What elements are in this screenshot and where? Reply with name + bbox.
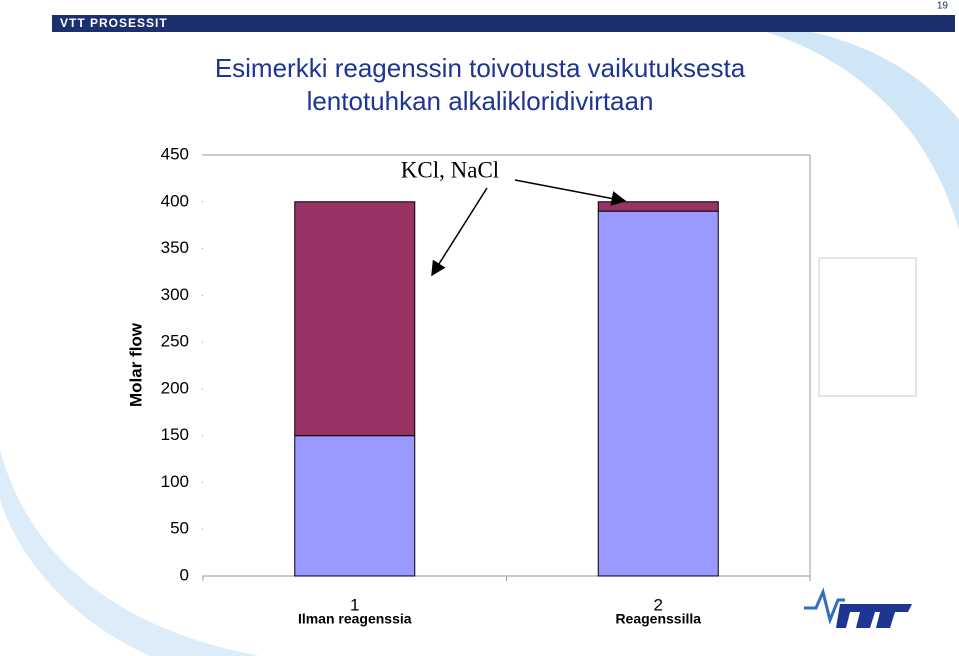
legend-box xyxy=(818,257,917,397)
annotation-arrow xyxy=(514,179,627,206)
chart-title: Esimerkki reagenssin toivotusta vaikutuk… xyxy=(215,53,746,83)
x-category-label: Reagenssilla xyxy=(615,611,701,627)
y-tick-label: 250 xyxy=(161,332,189,351)
y-tick-label: 50 xyxy=(170,519,189,538)
annotation-arrow xyxy=(431,187,488,277)
y-tick-label: 300 xyxy=(161,285,189,304)
y-axis-label: Molar flow xyxy=(126,322,145,407)
decor-swoosh xyxy=(0,450,260,656)
y-tick-label: 100 xyxy=(161,472,189,491)
y-tick-label: 200 xyxy=(161,378,189,397)
bar-segment xyxy=(294,201,416,437)
x-category-label: Ilman reagenssia xyxy=(298,611,412,627)
page-number: 19 xyxy=(937,1,949,12)
bar-segment xyxy=(294,435,416,577)
y-tick-label: 350 xyxy=(161,238,189,257)
chart-title: lentotuhkan alkalikloridivirtaan xyxy=(307,86,654,116)
y-tick-label: 0 xyxy=(180,565,189,584)
bar-segment xyxy=(597,201,719,212)
decor-swoosh xyxy=(760,30,959,230)
header-label: VTT PROSESSIT xyxy=(60,16,168,30)
bar-segment xyxy=(597,210,719,577)
y-tick-label: 150 xyxy=(161,425,189,444)
logo xyxy=(804,587,912,628)
y-tick-label: 400 xyxy=(161,191,189,210)
x-tick-label: 1 xyxy=(350,595,359,614)
header-bar xyxy=(52,15,955,32)
x-tick-label: 2 xyxy=(654,595,663,614)
annotation: KCl, NaCl xyxy=(401,157,499,182)
y-tick-label: 450 xyxy=(161,144,189,163)
